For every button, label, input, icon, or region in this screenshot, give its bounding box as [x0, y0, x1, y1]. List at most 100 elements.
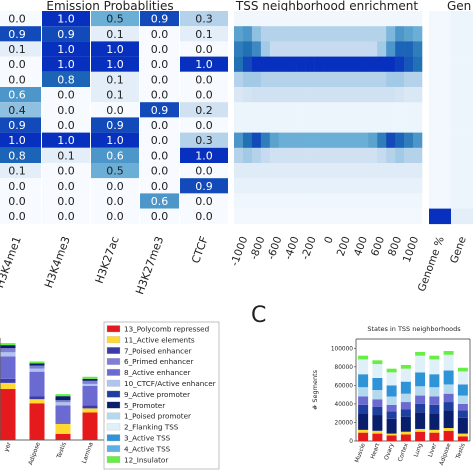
emission-value-label: 0.0: [195, 43, 213, 56]
emission-value-label: 0.0: [195, 210, 213, 223]
legend-label: 3_Active TSS: [124, 434, 171, 443]
emission-column-label: H3K4me1: [0, 235, 24, 290]
tss-cell: [413, 71, 423, 88]
tss-cell: [368, 178, 378, 194]
tss-tick-label: 600: [369, 235, 387, 258]
bar-b-segment: [0, 348, 16, 353]
tss-cell: [251, 26, 262, 42]
tss-cell: [350, 26, 360, 42]
bar-c-segment: [358, 429, 369, 433]
bar-b-category-label: yer: [3, 441, 13, 453]
bar-c-segment: [429, 359, 440, 375]
tss-cell: [404, 87, 414, 103]
emission-cell: [0, 147, 41, 163]
emission-cell: [0, 11, 41, 27]
tss-cell: [305, 178, 315, 194]
tss-cell: [269, 41, 280, 57]
emission-cell: [180, 117, 228, 133]
tss-cell: [341, 178, 351, 194]
emission-cell: [42, 102, 90, 118]
tss-cell: [359, 208, 369, 225]
legend-label: 10_CTCF/Active enhancer: [124, 379, 216, 388]
tss-cell: [314, 11, 324, 27]
emission-cell: [0, 163, 41, 179]
emission-cell: [91, 117, 139, 133]
tss-cell: [350, 87, 360, 103]
bar-c-segment: [457, 436, 468, 441]
tss-cell: [413, 147, 423, 164]
bar-c-segment: [400, 393, 411, 403]
tss-cell: [404, 208, 414, 225]
tss-cell: [323, 102, 333, 118]
tss-cell: [332, 26, 342, 42]
emission-value-label: 0.0: [151, 149, 169, 162]
tss-cell: [287, 178, 297, 194]
emission-value-label: 0.9: [151, 13, 169, 26]
emission-value-label: 0.1: [106, 73, 124, 86]
tss-cell: [359, 178, 369, 194]
emission-cell: [140, 56, 179, 72]
tss-cell: [314, 163, 324, 179]
emission-column-label: H3K4me3: [42, 235, 73, 290]
bar-b-segment: [82, 385, 98, 406]
tss-cell: [260, 71, 271, 88]
tss-cell: [413, 87, 423, 103]
tss-cell: [251, 11, 262, 27]
emission-value-label: 0.3: [195, 13, 213, 26]
tss-cell: [296, 147, 306, 164]
bar-c-segment: [372, 430, 383, 434]
legend-label: 7_Poised enhancer: [124, 346, 192, 355]
tss-cell: [242, 117, 253, 133]
tss-cell: [377, 163, 387, 179]
bar-c-segment: [400, 402, 411, 410]
bar-c-segment: [457, 433, 468, 437]
tss-cell: [323, 132, 333, 149]
genome-column-label: Genome %: [416, 235, 447, 293]
emission-cell: [42, 41, 90, 57]
genome-column-labels: Genome % Gene: [416, 235, 469, 293]
tss-cell: [242, 26, 253, 42]
genome-cell: [451, 41, 473, 57]
tss-cell: [242, 71, 253, 88]
emission-cell: [180, 41, 228, 57]
emission-value-label: 1.0: [195, 58, 213, 71]
emission-cell: [140, 147, 179, 163]
tss-cell: [278, 117, 289, 133]
emission-value-label: 0.9: [195, 180, 213, 193]
tss-cell: [234, 132, 244, 149]
tss-cell: [350, 147, 360, 164]
tss-cell: [368, 102, 378, 118]
tss-cell: [332, 11, 342, 27]
emission-value-label: 0.9: [8, 119, 26, 132]
emission-value-label: 0.6: [8, 89, 26, 102]
tss-cell: [359, 163, 369, 179]
bar-c-segment: [372, 377, 383, 390]
genome-column-label: Gene: [448, 235, 469, 265]
tss-cell: [296, 178, 306, 194]
tss-cell: [395, 147, 405, 164]
emission-cell: [91, 11, 139, 27]
emission-value-label: 1.0: [106, 58, 124, 71]
emission-cell: [42, 178, 90, 194]
bar-c-segment: [415, 351, 426, 356]
bar-c-segment: [415, 355, 426, 373]
emission-value-label: 0.5: [106, 165, 124, 178]
emission-value-label: 0.0: [151, 134, 169, 147]
legend-label: 1_Poised promoter: [124, 412, 191, 421]
emission-cell: [140, 163, 179, 179]
tss-cell: [314, 147, 324, 164]
emission-value-label: 0.3: [195, 134, 213, 147]
tss-cell: [314, 208, 324, 225]
emission-value-label: 1.0: [8, 134, 26, 147]
tss-cell: [234, 163, 244, 179]
tss-cell: [287, 208, 297, 225]
bar-b-segment: [82, 408, 98, 413]
tss-cell: [260, 41, 271, 57]
tss-cell: [359, 132, 369, 149]
panel-c-label: C: [251, 303, 266, 328]
bar-c-segment: [386, 404, 397, 412]
emission-value-label: 0.0: [57, 104, 75, 117]
bar-c-segment: [457, 371, 468, 385]
tss-cell: [413, 26, 423, 42]
emission-value-label: 0.0: [151, 73, 169, 86]
